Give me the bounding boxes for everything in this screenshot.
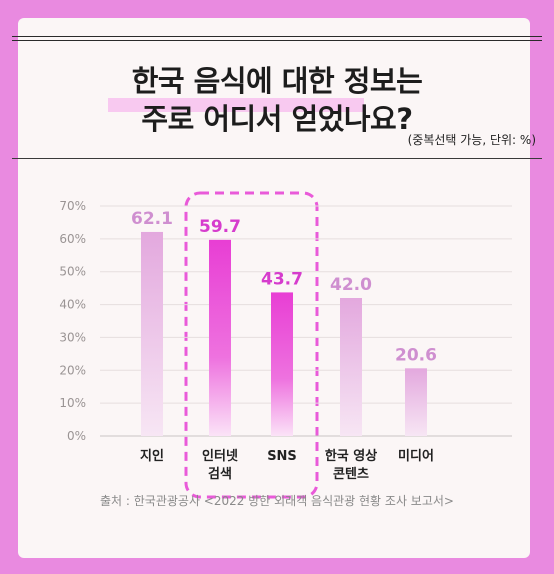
bar: [405, 368, 427, 436]
value-label: 42.0: [330, 275, 372, 295]
y-tick-label: 30%: [59, 330, 86, 344]
category-label: 지인: [140, 448, 164, 464]
y-tick-label: 60%: [59, 232, 86, 246]
category-label: 검색: [208, 467, 232, 482]
gridlines: [100, 205, 512, 437]
y-tick-label: 40%: [59, 298, 86, 312]
top-rule: [12, 36, 542, 37]
value-label: 59.7: [199, 217, 241, 237]
unit-note: (중복선택 가능, 단위: %): [407, 133, 536, 147]
y-tick-label: 50%: [59, 265, 86, 279]
top-rule-2: [12, 40, 542, 41]
y-tick-label: 0%: [67, 429, 86, 443]
source-note: 출처 : 한국관광공사 <2022 방한 외래객 음식관광 현황 조사 보고서>: [100, 494, 454, 508]
y-tick-label: 10%: [59, 396, 86, 410]
value-label: 62.1: [131, 209, 173, 229]
category-label: 미디어: [398, 448, 434, 464]
value-label: 43.7: [261, 269, 303, 289]
category-label: SNS: [267, 449, 297, 464]
y-tick-labels: 0% 10% 20% 30% 40% 50% 60% 70%: [59, 199, 86, 443]
value-labels: 62.1 59.7 43.7 42.0 20.6: [131, 209, 437, 365]
subtitle-rule: [12, 158, 542, 159]
y-tick-label: 70%: [59, 199, 86, 213]
category-label: 인터넷: [202, 448, 238, 464]
title-highlight: [108, 98, 364, 112]
title-line-1: 한국 음식에 대한 정보는: [131, 64, 423, 98]
bar: [209, 239, 231, 436]
category-label: 한국 영상: [325, 448, 377, 464]
bar: [271, 292, 293, 436]
bar: [340, 298, 362, 436]
value-label: 20.6: [395, 345, 437, 365]
bar: [141, 231, 163, 436]
category-label: 콘텐츠: [333, 466, 369, 482]
highlight-dashed-box: [184, 191, 319, 499]
y-tick-label: 20%: [59, 363, 86, 377]
bars: [141, 231, 427, 436]
title-line-2: 주로 어디서 얻었나요?: [141, 102, 413, 136]
